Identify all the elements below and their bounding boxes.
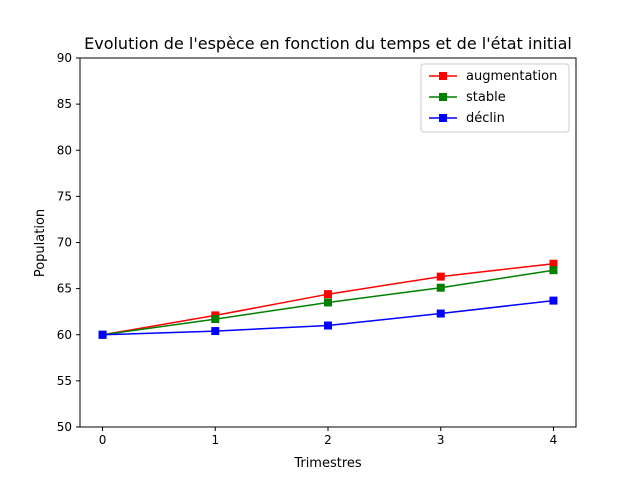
y-tick-label: 60 <box>57 328 72 342</box>
x-tick-label: 0 <box>99 433 107 447</box>
x-tick-label: 1 <box>211 433 219 447</box>
legend-label-2: déclin <box>466 111 505 126</box>
plot-area: 0 1 2 3 4 50 55 60 65 70 75 80 85 90 augmentation stabl… <box>57 51 577 447</box>
legend-label-0: augmentation <box>466 69 557 84</box>
y-tick-label: 55 <box>57 374 72 388</box>
chart-title: Evolution de l'espèce en fonction du tem… <box>84 34 572 53</box>
data-point-0-2 <box>324 290 332 299</box>
y-tick-label: 80 <box>57 143 72 157</box>
y-tick-label: 70 <box>57 236 72 250</box>
data-point-1-2 <box>324 298 332 307</box>
data-point-2-1 <box>211 327 220 336</box>
y-tick-label: 90 <box>57 51 72 65</box>
data-point-2-2 <box>324 321 332 330</box>
y-tick-label: 65 <box>57 282 72 296</box>
y-tick-label: 75 <box>57 189 72 203</box>
data-point-1-3 <box>436 283 445 292</box>
legend-label-1: stable <box>466 90 506 105</box>
y-axis-label: Population <box>33 209 48 277</box>
data-point-2-3 <box>436 309 445 318</box>
data-point-1-4 <box>549 266 558 275</box>
data-point-2-0 <box>98 330 107 339</box>
legend-marker-1 <box>439 93 447 101</box>
x-tick-label: 3 <box>437 433 445 447</box>
data-point-2-4 <box>549 296 558 305</box>
legend-marker-2 <box>439 114 447 122</box>
legend-marker-0 <box>439 72 447 80</box>
x-tick-label: 2 <box>324 433 332 447</box>
data-point-1-1 <box>211 315 220 324</box>
x-axis-label: Trimestres <box>293 456 362 471</box>
legend-box <box>420 63 570 133</box>
data-point-0-4 <box>549 259 558 268</box>
x-tick-label: 4 <box>550 433 558 447</box>
y-tick-label: 50 <box>57 420 72 434</box>
y-tick-label: 85 <box>57 97 72 111</box>
data-point-0-3 <box>436 272 445 281</box>
